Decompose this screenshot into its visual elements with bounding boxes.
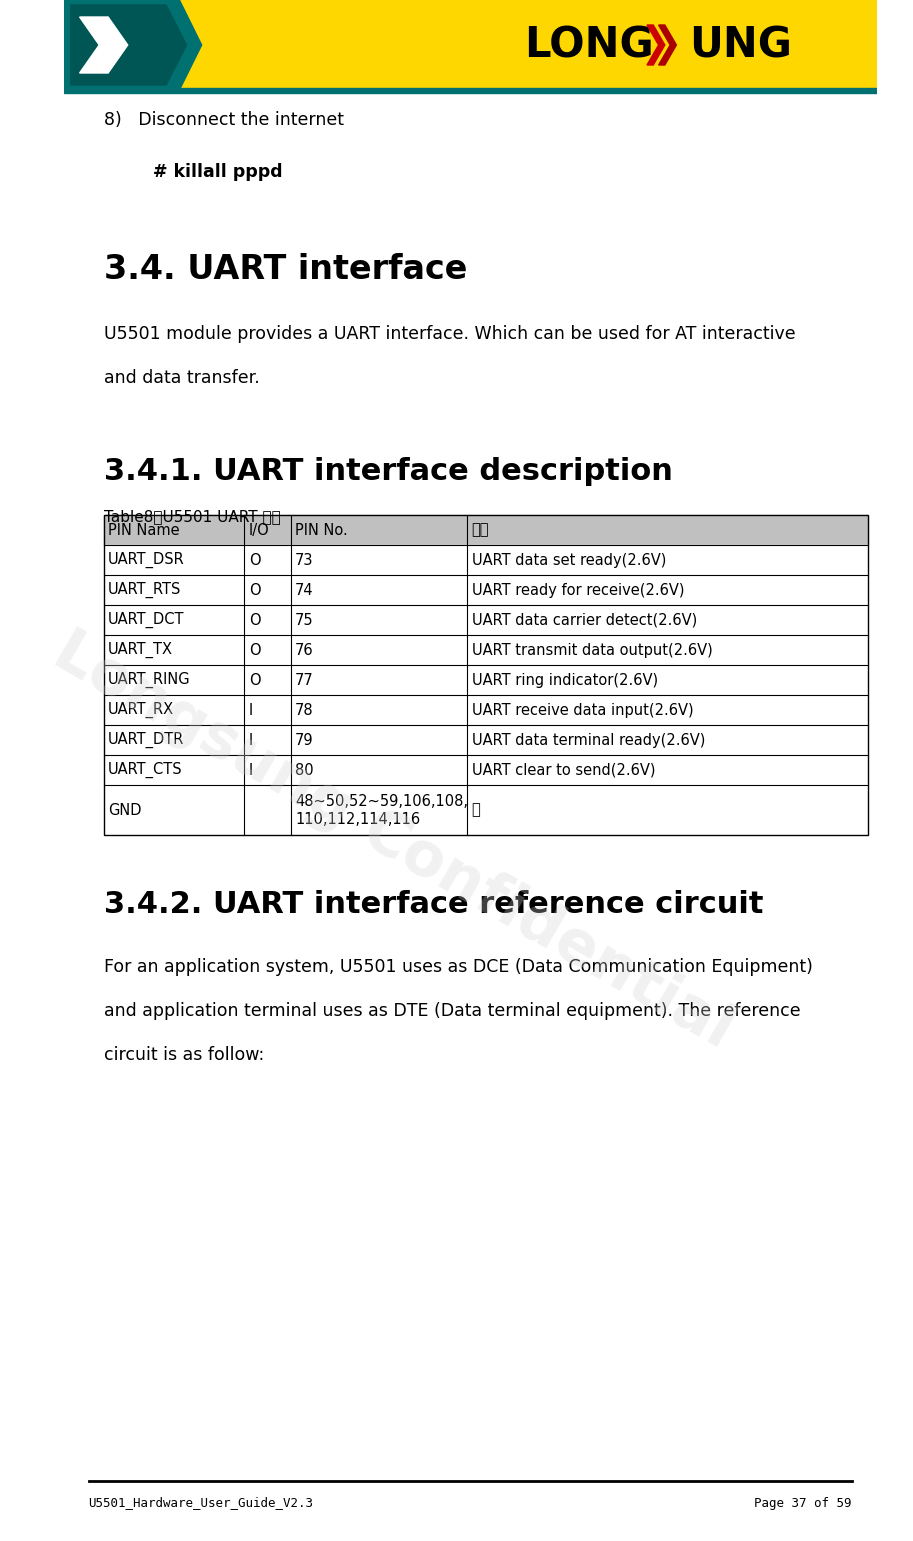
Text: 8)   Disconnect the internet: 8) Disconnect the internet — [104, 111, 343, 129]
Bar — [104, 575, 868, 606]
Text: 77: 77 — [295, 672, 314, 687]
Polygon shape — [658, 25, 677, 65]
Text: I: I — [249, 763, 253, 778]
Text: UART ring indicator(2.6V): UART ring indicator(2.6V) — [471, 672, 657, 687]
Text: Page 37 of 59: Page 37 of 59 — [754, 1496, 852, 1510]
Polygon shape — [64, 0, 202, 89]
Text: 110,112,114,116: 110,112,114,116 — [295, 812, 420, 826]
Text: LONG: LONG — [524, 25, 654, 66]
Bar — [104, 695, 868, 724]
Text: UNG: UNG — [689, 25, 792, 66]
Text: Longsung Confidential: Longsung Confidential — [43, 621, 743, 1060]
Text: I: I — [249, 732, 253, 747]
Polygon shape — [79, 17, 128, 72]
Text: UART data set ready(2.6V): UART data set ready(2.6V) — [471, 553, 666, 567]
Text: 描述: 描述 — [471, 522, 489, 538]
Text: and data transfer.: and data transfer. — [104, 368, 259, 387]
Bar — [104, 546, 868, 575]
Bar — [104, 635, 868, 666]
Text: O: O — [249, 582, 260, 598]
Text: O: O — [249, 643, 260, 658]
Text: PIN Name: PIN Name — [108, 522, 180, 538]
Text: I: I — [249, 703, 253, 718]
Text: UART_DCT: UART_DCT — [108, 612, 184, 629]
Bar — [104, 784, 868, 835]
Text: UART_RX: UART_RX — [108, 701, 174, 718]
Bar — [104, 666, 868, 695]
Text: U5501 module provides a UART interface. Which can be used for AT interactive: U5501 module provides a UART interface. … — [104, 325, 795, 344]
Text: # killall pppd: # killall pppd — [152, 163, 282, 180]
Text: UART_RTS: UART_RTS — [108, 582, 182, 598]
Bar — [104, 724, 868, 755]
Text: UART ready for receive(2.6V): UART ready for receive(2.6V) — [471, 582, 684, 598]
Text: and application terminal uses as DTE (Data terminal equipment). The reference: and application terminal uses as DTE (Da… — [104, 1002, 801, 1020]
Text: 地: 地 — [471, 803, 480, 817]
Text: 76: 76 — [295, 643, 314, 658]
Text: UART_CTS: UART_CTS — [108, 761, 183, 778]
Text: For an application system, U5501 uses as DCE (Data Communication Equipment): For an application system, U5501 uses as… — [104, 959, 813, 975]
Bar — [104, 515, 868, 835]
Bar — [104, 606, 868, 635]
Text: UART data carrier detect(2.6V): UART data carrier detect(2.6V) — [471, 612, 697, 627]
Bar — [104, 755, 868, 784]
Text: 3.4.2. UART interface reference circuit: 3.4.2. UART interface reference circuit — [104, 891, 763, 918]
Text: GND: GND — [108, 803, 142, 817]
Text: 80: 80 — [295, 763, 314, 778]
Text: 74: 74 — [295, 582, 314, 598]
Text: 75: 75 — [295, 612, 314, 627]
Text: UART_RING: UART_RING — [108, 672, 191, 689]
Text: O: O — [249, 612, 260, 627]
Text: UART clear to send(2.6V): UART clear to send(2.6V) — [471, 763, 655, 778]
Text: UART data terminal ready(2.6V): UART data terminal ready(2.6V) — [471, 732, 705, 747]
Text: I/O: I/O — [249, 522, 269, 538]
Bar — [64, 0, 876, 89]
Bar — [64, 88, 876, 92]
Text: UART_DTR: UART_DTR — [108, 732, 184, 747]
Text: UART transmit data output(2.6V): UART transmit data output(2.6V) — [471, 643, 712, 658]
Text: UART_DSR: UART_DSR — [108, 552, 184, 569]
Polygon shape — [70, 5, 186, 85]
Polygon shape — [647, 25, 665, 65]
Text: U5501_Hardware_User_Guide_V2.3: U5501_Hardware_User_Guide_V2.3 — [89, 1496, 313, 1510]
Text: 3.4. UART interface: 3.4. UART interface — [104, 253, 467, 287]
Text: 78: 78 — [295, 703, 314, 718]
Text: 79: 79 — [295, 732, 314, 747]
Text: UART_TX: UART_TX — [108, 643, 173, 658]
Text: 3.4.1. UART interface description: 3.4.1. UART interface description — [104, 458, 673, 485]
Bar — [104, 515, 868, 546]
Text: PIN No.: PIN No. — [295, 522, 348, 538]
Text: 73: 73 — [295, 553, 314, 567]
Text: Table8：U5501 UART 接口: Table8：U5501 UART 接口 — [104, 509, 280, 524]
Text: UART receive data input(2.6V): UART receive data input(2.6V) — [471, 703, 693, 718]
Text: 48~50,52~59,106,108,: 48~50,52~59,106,108, — [295, 794, 468, 809]
Text: O: O — [249, 553, 260, 567]
Text: O: O — [249, 672, 260, 687]
Text: circuit is as follow:: circuit is as follow: — [104, 1046, 264, 1063]
